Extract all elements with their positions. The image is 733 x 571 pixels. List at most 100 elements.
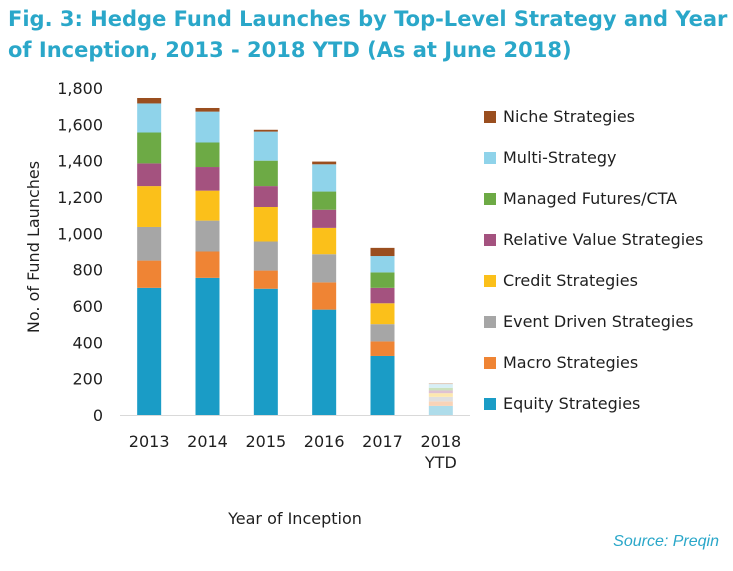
bar-segment-macro-strategies [195, 251, 220, 278]
y-tick-label: 1,400 [57, 152, 103, 171]
bar-segment-equity-strategies [253, 288, 278, 415]
x-tick-label: 2018 YTD [420, 432, 461, 472]
legend-label: Event Driven Strategies [503, 312, 694, 331]
legend-label: Credit Strategies [503, 271, 638, 290]
legend-item-credit-strategies: Credit Strategies [484, 260, 703, 301]
bar-stack-2016 [312, 161, 337, 415]
bar-segment-relative-value-strategies [370, 287, 395, 304]
y-axis: 0 200 400 600 800 1,000 1,200 1,400 1,600 1,800 [57, 79, 103, 425]
bar-segment-managed-futures-cta [137, 132, 162, 164]
legend-label: Multi-Strategy [503, 148, 617, 167]
bar-segment-credit-strategies [428, 393, 453, 397]
bar-segment-event-driven-strategies [137, 226, 162, 261]
y-tick-label: 200 [72, 370, 103, 389]
legend-item-relative-value-strategies: Relative Value Strategies [484, 219, 703, 260]
bar-segment-relative-value-strategies [428, 390, 453, 394]
bar-segment-event-driven-strategies [195, 220, 220, 252]
bar-segment-event-driven-strategies [253, 241, 278, 271]
legend-item-managed-futures-cta: Managed Futures/CTA [484, 178, 703, 219]
y-tick-label: 800 [72, 261, 103, 280]
bar-segment-niche-strategies [370, 247, 395, 257]
bar-segment-event-driven-strategies [370, 324, 395, 342]
y-tick-label: 400 [72, 333, 103, 352]
source-note: Source: Preqin [613, 533, 719, 550]
bar-segment-managed-futures-cta [253, 160, 278, 187]
bar-segment-macro-strategies [370, 341, 395, 356]
bar-segment-macro-strategies [253, 270, 278, 289]
legend-item-multi-strategy: Multi-Strategy [484, 137, 703, 178]
legend-swatch [484, 151, 496, 164]
bar-segment-managed-futures-cta [370, 272, 395, 288]
bar-segment-niche-strategies [253, 129, 278, 132]
bar-segment-credit-strategies [370, 303, 395, 325]
legend-swatch [484, 110, 496, 123]
legend-swatch [484, 356, 496, 369]
bar-segment-multi-strategy [253, 131, 278, 161]
bar-segment-credit-strategies [253, 206, 278, 242]
bar-segment-credit-strategies [137, 186, 162, 227]
bar-segment-multi-strategy [312, 164, 337, 192]
bar-segment-equity-strategies [370, 355, 395, 415]
bar-segment-niche-strategies [137, 97, 162, 104]
x-tick-label: 2015 [245, 432, 286, 451]
x-axis: 2013 2014 2015 2016 2017 2018 YTD [120, 415, 470, 472]
chart-legend: Niche Strategies Multi-Strategy Managed Fu… [484, 96, 703, 424]
x-axis-title: Year of Inception [227, 509, 362, 528]
legend-swatch [484, 315, 496, 328]
legend-item-equity-strategies: Equity Strategies [484, 383, 703, 424]
bar-stack-2018-ytd [428, 383, 453, 415]
y-tick-label: 1,800 [57, 79, 103, 98]
bar-stacks [137, 97, 453, 415]
legend-item-macro-strategies: Macro Strategies [484, 342, 703, 383]
bar-stack-2014 [195, 107, 220, 415]
y-tick-label: 1,200 [57, 188, 103, 207]
bar-segment-macro-strategies [137, 260, 162, 288]
bar-stack-2013 [137, 97, 162, 415]
bar-segment-managed-futures-cta [195, 142, 220, 168]
y-tick-label: 600 [72, 297, 103, 316]
bar-segment-equity-strategies [137, 287, 162, 415]
bar-segment-relative-value-strategies [253, 186, 278, 207]
bar-segment-multi-strategy [428, 384, 453, 388]
legend-label: Niche Strategies [503, 107, 635, 126]
bar-segment-managed-futures-cta [428, 387, 453, 391]
bar-segment-relative-value-strategies [312, 209, 337, 228]
y-tick-label: 1,600 [57, 115, 103, 134]
legend-label: Managed Futures/CTA [503, 189, 678, 208]
legend-item-event-driven-strategies: Event Driven Strategies [484, 301, 703, 342]
y-tick-label: 0 [93, 406, 103, 425]
bar-segment-macro-strategies [312, 282, 337, 310]
bar-segment-relative-value-strategies [137, 163, 162, 187]
bar-segment-managed-futures-cta [312, 191, 337, 210]
bar-segment-niche-strategies [428, 383, 453, 385]
bar-segment-event-driven-strategies [428, 396, 453, 402]
legend-swatch [484, 233, 496, 246]
bar-segment-multi-strategy [370, 256, 395, 273]
legend-swatch [484, 274, 496, 287]
x-tick-label: 2016 [304, 432, 345, 451]
bar-stack-2015 [253, 129, 278, 415]
legend-item-niche-strategies: Niche Strategies [484, 96, 703, 137]
bar-segment-niche-strategies [195, 107, 220, 112]
legend-label: Relative Value Strategies [503, 230, 704, 249]
bar-segment-event-driven-strategies [312, 254, 337, 283]
legend-swatch [484, 192, 496, 205]
legend-label: Equity Strategies [503, 394, 641, 413]
bar-segment-credit-strategies [312, 227, 337, 255]
x-tick-label: 2017 [362, 432, 403, 451]
bar-segment-equity-strategies [428, 405, 453, 415]
bar-segment-niche-strategies [312, 161, 337, 165]
y-tick-label: 1,000 [57, 224, 103, 243]
bar-stack-2017 [370, 247, 395, 415]
bar-segment-multi-strategy [195, 111, 220, 143]
chart-title: Fig. 3: Hedge Fund Launches by Top-Level… [8, 7, 728, 62]
bar-segment-equity-strategies [312, 309, 337, 415]
bar-segment-equity-strategies [195, 277, 220, 415]
legend-label: Macro Strategies [503, 353, 639, 372]
bar-segment-relative-value-strategies [195, 167, 220, 191]
bar-segment-credit-strategies [195, 190, 220, 221]
x-tick-label: 2014 [187, 432, 228, 451]
y-axis-title: No. of Fund Launches [24, 161, 43, 333]
bar-segment-macro-strategies [428, 401, 453, 406]
